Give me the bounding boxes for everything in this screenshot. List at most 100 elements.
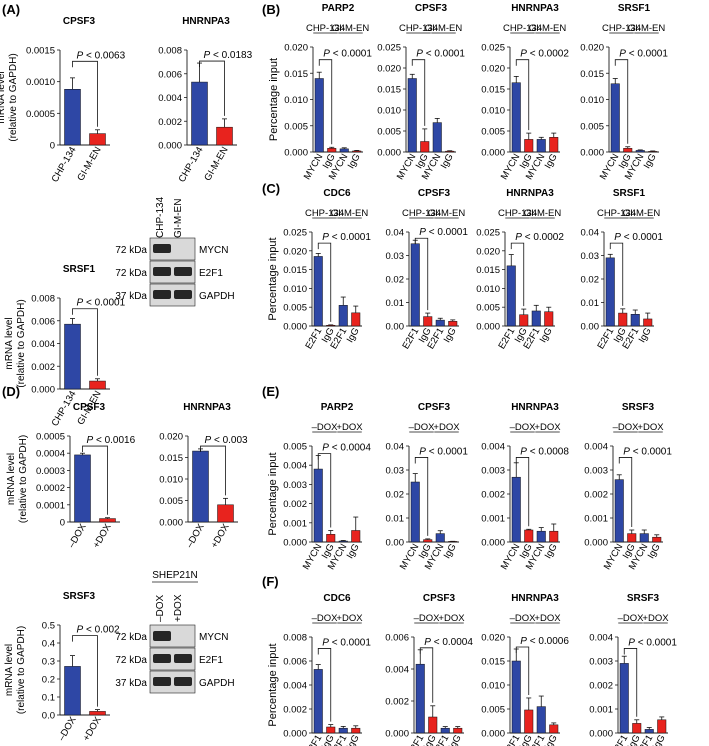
bar xyxy=(99,518,116,523)
group-label: +DOX xyxy=(534,613,561,624)
y-tick-label: 0.015 xyxy=(481,657,505,668)
y-tick-label: 0.01 xyxy=(386,298,405,309)
y-tick-label: 0.015 xyxy=(476,265,500,276)
y-tick-label: 0.020 xyxy=(580,43,604,54)
y-tick-label: 0.025 xyxy=(377,43,401,54)
significance-bracket xyxy=(414,237,429,311)
y-tick-label: 0.000 xyxy=(476,322,500,333)
group-label: +DOX xyxy=(433,422,460,433)
bar xyxy=(351,727,361,734)
chart-b3: HNRNPA30.0000.0050.0100.0150.0200.025MYC… xyxy=(481,3,569,182)
blot-kda-label: 37 kDa xyxy=(115,291,147,302)
blot-band xyxy=(174,654,192,663)
y-tick-label: 0.02 xyxy=(386,275,405,286)
y-tick-label: 0.010 xyxy=(580,95,604,106)
group-label: +DOX xyxy=(637,422,664,433)
blot-kda-label: 37 kDa xyxy=(115,678,147,689)
bar xyxy=(89,711,106,716)
y-tick-label: 0.2 xyxy=(42,675,55,686)
blot-lane-label: GI-M-EN xyxy=(173,199,184,238)
group-label: GI-M-EN xyxy=(623,208,661,219)
group-label: +DOX xyxy=(534,422,561,433)
y-tick-label: 0.002 xyxy=(31,362,55,373)
y-tick-label: 0.02 xyxy=(581,275,600,286)
bar xyxy=(524,529,534,543)
significance-bracket xyxy=(510,242,525,307)
x-tick-label: IgG xyxy=(442,326,459,345)
y-tick-label: 0.001 xyxy=(481,514,505,525)
y-tick-label: 0.004 xyxy=(31,339,55,350)
x-tick-label: IgG xyxy=(345,326,362,345)
y-axis-label: Percentage input xyxy=(268,58,280,141)
y-tick-label: 0.000 xyxy=(283,729,307,740)
p-value-label: P < 0.0001 xyxy=(628,637,677,648)
x-tick-label: +DOX xyxy=(81,714,104,743)
chart-e4: SRSF30.0000.0010.0020.0030.004MYCNIgGMYC… xyxy=(584,402,672,572)
chart-title: HNRNPA3 xyxy=(511,402,559,413)
chart-title: HNRNPA3 xyxy=(182,16,230,27)
y-tick-label: 0.004 xyxy=(481,442,505,453)
bar xyxy=(351,312,361,327)
y-axis-label: mRNA level xyxy=(0,71,7,123)
blot-band xyxy=(153,654,171,663)
p-value-label: P < 0.0006 xyxy=(520,636,569,647)
blot-lane-label: +DOX xyxy=(173,594,184,622)
bar xyxy=(339,148,349,153)
bar xyxy=(635,150,645,153)
y-tick-label: 0.000 xyxy=(283,538,307,549)
x-tick-label: IgG xyxy=(637,326,654,345)
y-tick-label: 0.00 xyxy=(581,322,600,333)
significance-bracket xyxy=(317,648,332,722)
bar xyxy=(338,540,348,543)
y-tick-label: 0.020 xyxy=(377,64,401,75)
chart-e3: HNRNPA30.0000.0010.0020.0030.004MYCNIgGM… xyxy=(481,402,569,572)
p-value-label: P < 0.0016 xyxy=(87,435,136,446)
y-axis-label: (relative to GAPDH) xyxy=(8,53,19,141)
y-tick-label: 0.002 xyxy=(385,697,409,708)
chart-f1: CDC6 0.000 0.002 0.004 0.006 0.008 Percentage … xyxy=(267,593,371,746)
bar xyxy=(549,530,559,543)
y-tick-label: 0.001 xyxy=(584,514,608,525)
blot-lane-label: CHP-134 xyxy=(155,196,166,238)
y-tick-label: 0.005 xyxy=(283,442,307,453)
y-tick-label: 0.001 xyxy=(589,705,613,716)
y-tick-label: 0.00 xyxy=(386,322,405,333)
y-tick-label: 0.000 xyxy=(158,141,182,152)
y-tick-label: 0.005 xyxy=(283,303,307,314)
blot-band xyxy=(174,267,192,276)
y-tick-label: 0.0002 xyxy=(36,483,65,494)
y-tick-label: 0.003 xyxy=(584,466,608,477)
y-tick-label: 0.0005 xyxy=(26,109,55,120)
bar xyxy=(544,311,554,327)
y-tick-label: 0.005 xyxy=(481,705,505,716)
group-label: –DOX xyxy=(312,422,339,433)
panel-label-f: (F) xyxy=(262,574,279,589)
y-tick-label: 0.002 xyxy=(283,499,307,510)
blot-strip xyxy=(149,624,196,648)
p-value-label: P < 0.003 xyxy=(205,435,249,446)
y-tick-label: 0.006 xyxy=(158,69,182,80)
group-label: GI-M-EN xyxy=(529,23,567,34)
y-tick-label: 0.0004 xyxy=(36,449,65,460)
chart-title: SRSF1 xyxy=(618,3,651,14)
bar xyxy=(614,479,624,543)
group-label: CHP-134 xyxy=(498,208,537,219)
chart-title: HNRNPA3 xyxy=(511,593,559,604)
group-label: CHP-134 xyxy=(399,23,438,34)
significance-bracket xyxy=(318,59,333,145)
bar xyxy=(74,454,91,523)
y-tick-label: 0.3 xyxy=(42,657,55,668)
blot-band xyxy=(174,290,192,299)
bar xyxy=(549,137,559,153)
chart-title: SRSF3 xyxy=(627,593,660,604)
x-tick-label: –DOX xyxy=(184,521,207,549)
group-label: GI-M-EN xyxy=(428,208,466,219)
p-value-label: P < 0.0183 xyxy=(204,50,253,61)
chart-a1: CPSF3 0 0.0005 0.0010 0.0015 mRNA level (relat… xyxy=(0,16,126,184)
significance-bracket xyxy=(72,308,98,376)
y-tick-label: 0.006 xyxy=(31,316,55,327)
blot-band xyxy=(174,677,192,686)
bar xyxy=(448,321,458,327)
significance-bracket xyxy=(317,453,332,528)
